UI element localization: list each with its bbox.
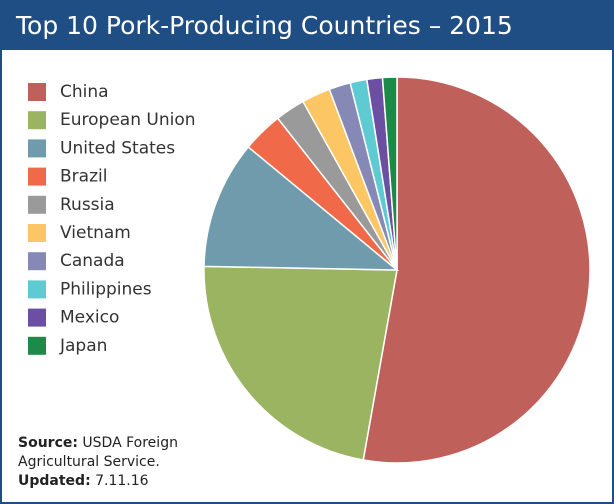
legend-swatch [28,336,46,355]
legend-swatch [28,224,46,242]
updated: Updated: 7.11.16 [18,472,188,491]
legend-label: Russia [60,195,115,215]
updated-label: Updated: [18,473,91,489]
legend-label: Philippines [60,279,152,299]
pie-slice [203,145,400,271]
notes: Source: USDA Foreign Agricultural Servic… [18,434,188,491]
legend-label: Vietnam [60,223,131,243]
legend-swatch [28,111,46,130]
legend-swatch [28,280,46,299]
legend-swatch [28,308,46,327]
pie-slice [362,76,591,464]
chart-title: Top 10 Pork-Producing Countries – 2015 [2,2,612,50]
pie-slice [381,76,398,271]
legend-swatch [28,252,46,271]
legend-swatch [28,167,46,186]
source-label: Source: [18,435,78,451]
legend-label: China [60,82,109,102]
legend-label: United States [60,138,175,158]
legend-label: European Union [60,110,196,130]
legend-label: Brazil [60,167,107,187]
source: Source: USDA Foreign Agricultural Servic… [18,434,188,472]
legend-label: Canada [60,251,125,271]
legend-swatch [28,195,46,214]
legend-swatch [28,83,46,101]
pie-slice [203,265,398,461]
source-text: USDA Foreign Agricultural Service. [18,435,178,470]
updated-text: 7.11.16 [95,473,149,489]
legend-swatch [28,139,46,158]
legend-label: Japan [59,336,107,356]
legend-label: Mexico [60,308,119,328]
